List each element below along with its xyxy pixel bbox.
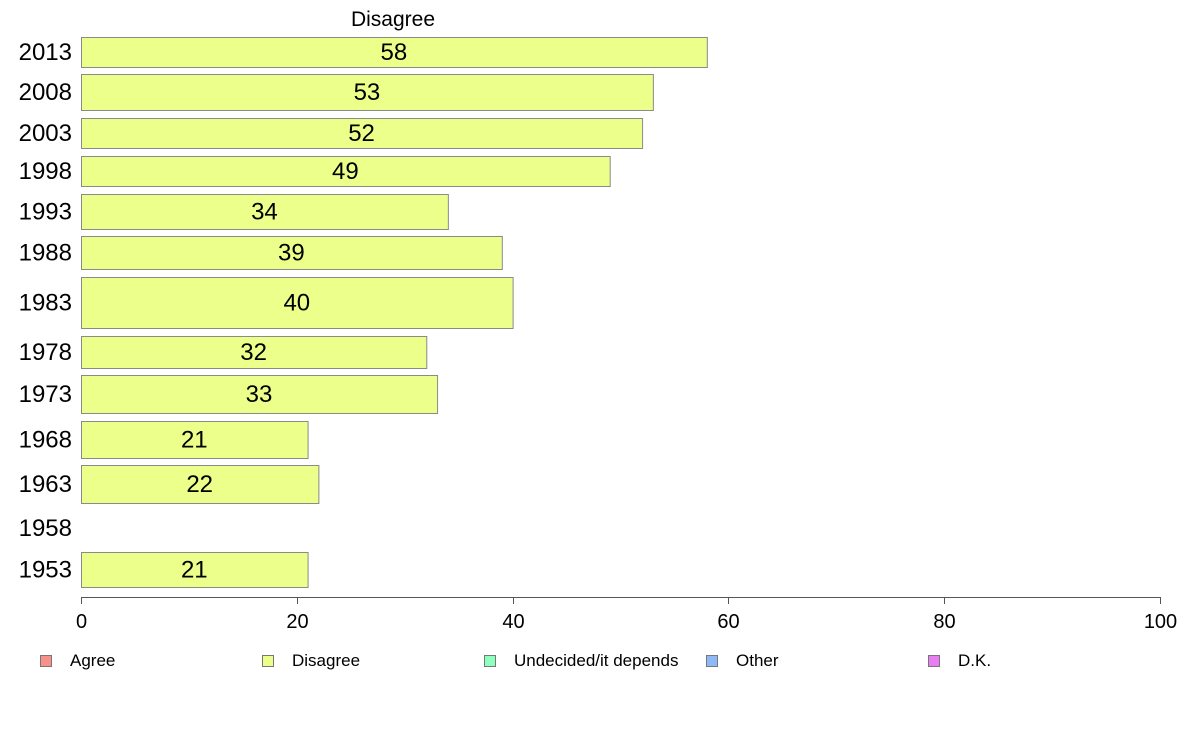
legend-label: Undecided/it depends xyxy=(514,651,679,670)
y-tick-label: 1978 xyxy=(19,339,72,366)
bar xyxy=(81,156,611,187)
bar-value-label: 58 xyxy=(381,39,408,66)
bar xyxy=(81,37,708,68)
x-tick-label: 80 xyxy=(933,611,955,633)
legend-swatch xyxy=(262,655,274,667)
bar xyxy=(81,277,514,329)
legend-swatch xyxy=(40,655,52,667)
y-tick-label: 1973 xyxy=(19,381,72,408)
bar-value-label: 52 xyxy=(348,120,375,147)
x-tick-label: 100 xyxy=(1144,611,1177,633)
legend-swatch xyxy=(484,655,496,667)
legend-item: Agree xyxy=(40,650,115,672)
bar-value-label: 39 xyxy=(278,240,305,267)
bar xyxy=(81,465,320,504)
legend-label: D.K. xyxy=(958,651,992,670)
y-tick-label: 1963 xyxy=(19,471,72,498)
chart-title: Disagree xyxy=(351,8,435,31)
x-tick-label: 0 xyxy=(76,611,87,633)
legend-label: Agree xyxy=(70,651,116,670)
bar-value-label: 49 xyxy=(332,158,359,185)
legend-swatch xyxy=(928,655,940,667)
bar xyxy=(81,194,449,230)
y-tick-label: 2008 xyxy=(19,79,72,106)
bar-value-label: 33 xyxy=(246,381,273,408)
y-tick-label: 1988 xyxy=(19,240,72,267)
y-axis-labels: 2013 2008 2003 1998 1993 1988 1983 1978 1973 1968… xyxy=(19,39,72,584)
bar-value-label: 22 xyxy=(186,471,213,498)
y-tick-label: 1993 xyxy=(19,199,72,226)
bar xyxy=(81,236,503,270)
bar xyxy=(81,336,428,369)
legend-swatch xyxy=(706,655,718,667)
y-tick-label: 1983 xyxy=(19,290,72,317)
legend-item: D.K. xyxy=(928,650,991,672)
legend-item: Undecided/it depends xyxy=(484,650,678,672)
y-tick-label: 2003 xyxy=(19,120,72,147)
bar-value-label: 32 xyxy=(240,339,267,366)
bar-value-label: 21 xyxy=(181,557,208,584)
y-tick-label: 1968 xyxy=(19,427,72,454)
y-tick-label: 1998 xyxy=(19,158,72,185)
bar xyxy=(81,118,644,149)
bar-value-label: 40 xyxy=(283,290,310,317)
legend-item: Other xyxy=(706,650,779,672)
y-tick-label: 1953 xyxy=(19,557,72,584)
bar xyxy=(81,74,654,111)
x-axis: 0 20 40 60 80 100 xyxy=(76,597,1177,633)
legend-item: Disagree xyxy=(262,650,360,672)
bar-value-label: 53 xyxy=(354,79,381,106)
legend: Agree Disagree Undecided/it depends Other D.… xyxy=(0,650,1188,674)
legend-label: Other xyxy=(736,651,779,670)
legend-label: Disagree xyxy=(292,651,361,670)
bar-value-label: 34 xyxy=(251,199,278,226)
bar-value-label: 21 xyxy=(181,427,208,454)
bar xyxy=(81,552,309,588)
y-tick-label: 1958 xyxy=(19,515,72,542)
y-tick-label: 2013 xyxy=(19,39,72,66)
x-tick-label: 40 xyxy=(502,611,524,633)
bar xyxy=(81,375,439,414)
x-tick-label: 60 xyxy=(717,611,739,633)
bar xyxy=(81,421,309,459)
x-tick-label: 20 xyxy=(286,611,308,633)
